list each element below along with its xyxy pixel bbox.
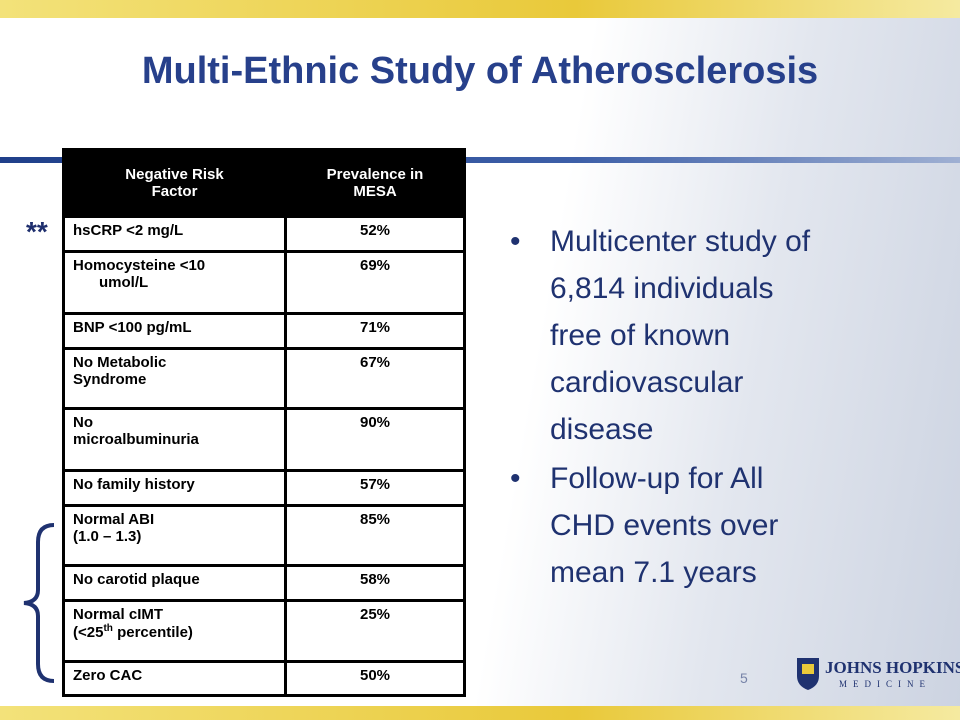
- prevalence-cell: 67%: [284, 347, 466, 410]
- factor-line: umol/L: [99, 274, 149, 291]
- bullet-line: Multicenter study of: [550, 225, 811, 258]
- prevalence-cell: 71%: [284, 312, 466, 350]
- header-line: MESA: [353, 183, 397, 200]
- factor-line: (1.0 – 1.3): [73, 528, 142, 545]
- factor-cell: Normal ABI (1.0 – 1.3): [62, 504, 287, 567]
- prevalence-cell: 69%: [284, 250, 466, 315]
- prevalence-cell: 25%: [284, 599, 466, 663]
- header-line: Factor: [151, 183, 198, 200]
- header-row: Negative Risk Factor Prevalence in MESA: [62, 148, 466, 218]
- logo-shield: [797, 658, 819, 690]
- factor-cell: Zero CAC: [62, 660, 287, 697]
- bullet-line: mean 7.1 years: [550, 556, 757, 589]
- row: Homocysteine <10 umol/L 69%: [62, 250, 466, 315]
- factor-line: Syndrome: [73, 371, 147, 388]
- logo-sub: MEDICINE: [839, 679, 931, 689]
- factor-line: Zero CAC: [73, 667, 143, 684]
- rule: [0, 157, 960, 163]
- title: Multi-Ethnic Study of Atherosclerosis: [141, 50, 819, 92]
- factor-line: No: [73, 414, 93, 431]
- row: No microalbuminuria 90%: [62, 407, 466, 472]
- prevalence-cell: 57%: [284, 469, 466, 507]
- bullet-line: CHD events over: [550, 509, 779, 542]
- factor-line: Normal cIMT: [73, 606, 164, 623]
- column-header: Prevalence in MESA: [284, 148, 466, 218]
- factor-cell: No microalbuminuria: [62, 407, 287, 472]
- factor-line: microalbuminuria: [73, 431, 199, 448]
- bottom-bar: [0, 706, 960, 720]
- row: No carotid plaque 58%: [62, 564, 466, 602]
- prevalence-cell: 90%: [284, 407, 466, 472]
- column-header: Negative Risk Factor: [62, 148, 287, 218]
- factor-part: percentile): [112, 624, 193, 641]
- table: Negative Risk Factor Prevalence in MESA hsCR…: [62, 148, 466, 697]
- bullet-line: 6,814 individuals: [550, 272, 774, 305]
- top-bar: [0, 0, 960, 18]
- factor-line: BNP <100 pg/mL: [73, 319, 192, 336]
- row: No family history 57%: [62, 469, 466, 507]
- marker: **: [26, 216, 48, 247]
- bullet: Multicenter study of 6,814 individuals fre…: [510, 218, 810, 453]
- factor-line: No Metabolic: [73, 354, 167, 371]
- bullet: Follow-up for All CHD events over mean 7.1…: [510, 455, 810, 596]
- header-line: Prevalence in: [326, 166, 424, 183]
- factor-cell: Homocysteine <10 umol/L: [62, 250, 287, 315]
- bullet-line: free of known: [550, 319, 731, 352]
- factor-cell: No family history: [62, 469, 287, 507]
- bullets: Multicenter study of 6,814 individuals fre…: [510, 218, 810, 598]
- prevalence-cell: 52%: [284, 215, 466, 253]
- factor-line: hsCRP <2 mg/L: [73, 222, 184, 239]
- row: No Metabolic Syndrome 67%: [62, 347, 466, 410]
- bullet-line: Follow-up for All: [550, 462, 764, 495]
- factor-line: Homocysteine <10: [73, 257, 206, 274]
- bullet-line: disease: [550, 413, 654, 446]
- header-line: Negative Risk: [125, 166, 224, 183]
- factor-cell: Normal cIMT (<25th percentile): [62, 599, 287, 663]
- page-number: 5: [740, 670, 748, 686]
- bullet-line: cardiovascular: [550, 366, 744, 399]
- factor-cell: No Metabolic Syndrome: [62, 347, 287, 410]
- logo-name: JOHNS HOPKINS: [825, 658, 960, 677]
- row: hsCRP <2 mg/L 52%: [62, 215, 466, 253]
- prevalence-cell: 85%: [284, 504, 466, 567]
- prevalence-cell: 50%: [284, 660, 466, 697]
- factor-line: No carotid plaque: [73, 571, 200, 588]
- factor-cell: No carotid plaque: [62, 564, 287, 602]
- factor-line: No family history: [73, 476, 195, 493]
- factor-cell: BNP <100 pg/mL: [62, 312, 287, 350]
- row: Normal ABI (1.0 – 1.3) 85%: [62, 504, 466, 567]
- factor-part: th: [103, 623, 113, 634]
- row: BNP <100 pg/mL 71%: [62, 312, 466, 350]
- row: Zero CAC 50%: [62, 660, 466, 697]
- prevalence-cell: 58%: [284, 564, 466, 602]
- row: Normal cIMT (<25th percentile) 25%: [62, 599, 466, 663]
- brace: [23, 523, 55, 683]
- factor-part: (<25: [73, 624, 104, 641]
- factor-line: Normal ABI: [73, 511, 155, 528]
- factor-cell: hsCRP <2 mg/L: [62, 215, 287, 253]
